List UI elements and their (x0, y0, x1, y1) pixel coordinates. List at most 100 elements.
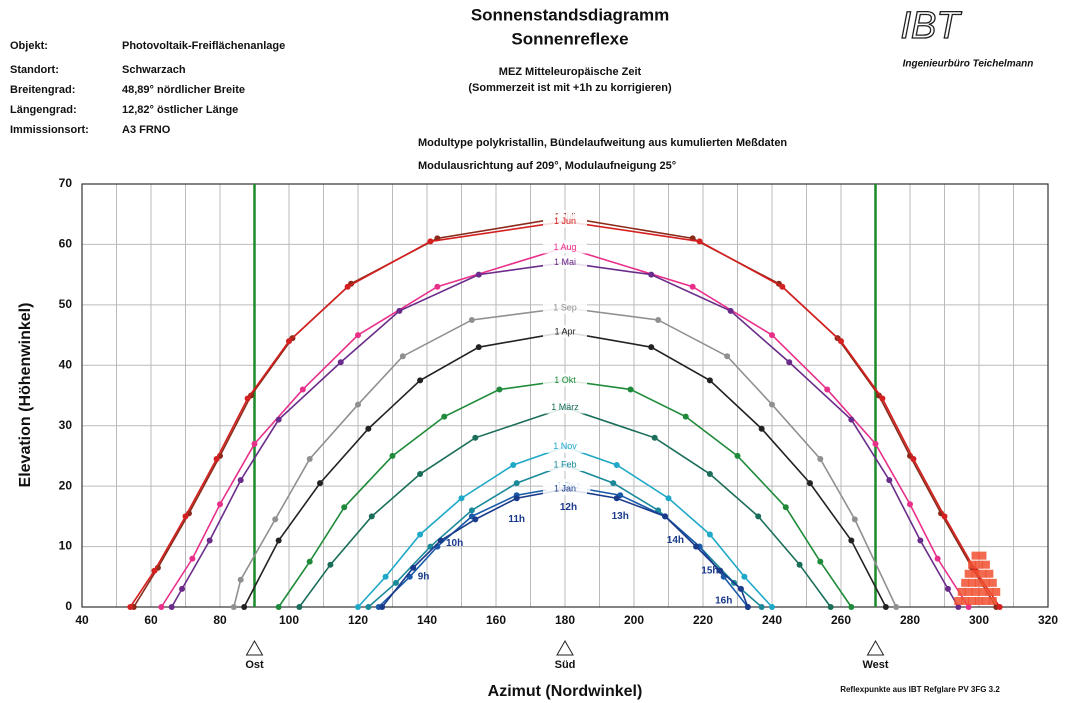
sun-point (817, 558, 824, 565)
legend-label: 1 Nov (553, 441, 577, 451)
legend-label: 1 Sep (553, 302, 577, 312)
sun-point (437, 537, 444, 544)
sun-point (848, 416, 855, 423)
sun-point (158, 604, 165, 610)
sun-point (769, 332, 775, 339)
reflex-point (975, 578, 983, 587)
sun-point (475, 344, 482, 351)
plot-frame (81, 183, 1049, 608)
sun-point (806, 480, 813, 487)
reflex-point (981, 596, 990, 605)
legend-bg (543, 255, 587, 269)
sun-point (441, 413, 448, 420)
reflex-point (968, 560, 977, 569)
sun-point (786, 359, 793, 366)
sun-point (275, 604, 282, 610)
sun-path (381, 488, 749, 608)
sun-point (237, 576, 244, 583)
legend-label: 1 Jun (554, 216, 576, 226)
y-axis-label: Elevation (Höhenwinkel) (17, 303, 34, 488)
reflex-point (992, 587, 1001, 596)
info-label: Immissionsort: (10, 124, 89, 136)
reflex-point (961, 596, 970, 605)
sun-point (355, 401, 361, 408)
info-label: Standort: (10, 64, 59, 76)
sun-point (410, 564, 417, 571)
sun-point (662, 513, 669, 520)
sun-point (272, 516, 279, 523)
sun-point (769, 401, 775, 408)
sun-point (355, 332, 361, 339)
sun-point (417, 377, 424, 384)
reflex-point (981, 560, 990, 569)
sun-point (648, 271, 655, 278)
sun-point (827, 604, 834, 610)
direction-triangle (556, 639, 574, 656)
sun-point (458, 495, 465, 502)
direction-label: West (862, 659, 888, 671)
sun-point (510, 461, 517, 468)
hour-label: 9h (418, 571, 430, 582)
legend-bg (543, 400, 587, 414)
sun-point (427, 238, 434, 245)
sun-point (613, 495, 620, 502)
info-value: 12,82° östlicher Länge (122, 104, 238, 116)
reflex-point (985, 569, 994, 578)
legend-bg (543, 373, 587, 387)
sun-point (396, 307, 403, 314)
reflex-point (981, 578, 990, 587)
y-tick-label: 10 (59, 539, 73, 553)
x-tick-label: 200 (624, 613, 644, 627)
legend-label: 1 Feb (553, 459, 576, 469)
sun-point (734, 452, 741, 459)
reflex-point (975, 596, 983, 605)
info-label: Objekt: (10, 40, 48, 52)
sun-point (365, 425, 372, 432)
info-label: Breitengrad: (10, 84, 75, 96)
sun-point (706, 531, 713, 538)
legend-label: 1 Apr (554, 326, 575, 336)
sun-point (737, 585, 744, 592)
sun-point (382, 573, 389, 580)
reflex-point (978, 569, 987, 578)
reflex-point (968, 578, 977, 587)
legend-bg (543, 439, 587, 453)
sun-path (233, 307, 897, 608)
sun-point (934, 555, 941, 562)
x-tick-label: 320 (1038, 613, 1058, 627)
sun-point (651, 434, 658, 441)
sun-point (758, 425, 765, 432)
sun-point (893, 604, 900, 610)
y-tick-label: 20 (59, 478, 73, 492)
sun-point (496, 386, 503, 393)
reflex-point (957, 587, 966, 596)
legend-label: 1 Okt (554, 375, 576, 385)
sun-point (848, 537, 855, 544)
sun-point (368, 513, 375, 520)
sun-point (965, 604, 972, 610)
sun-point (741, 573, 748, 580)
sun-point (392, 579, 399, 586)
reflex-point (964, 587, 973, 596)
reflex-point (961, 578, 970, 587)
sun-point (399, 353, 406, 360)
sun-point (244, 395, 251, 402)
sun-point (627, 386, 634, 393)
sun-point (613, 461, 620, 468)
footer: Reflexpunkte aus IBT Refglare PV 3FG 3.2 (840, 685, 1000, 694)
reflex-point (971, 551, 980, 560)
sun-point (648, 344, 655, 351)
reflex-point (988, 596, 997, 605)
legend-label: 1 März (551, 402, 579, 412)
x-tick-label: 260 (831, 613, 851, 627)
sun-point (417, 531, 424, 538)
info-label: Längengrad: (10, 104, 77, 116)
sun-point (838, 338, 844, 345)
hour-label: 16h (715, 596, 732, 607)
sun-point (379, 604, 386, 610)
sun-point (944, 585, 951, 592)
reflex-point (971, 569, 980, 578)
hour-label: 12h (560, 502, 577, 513)
sun-point (513, 495, 520, 502)
